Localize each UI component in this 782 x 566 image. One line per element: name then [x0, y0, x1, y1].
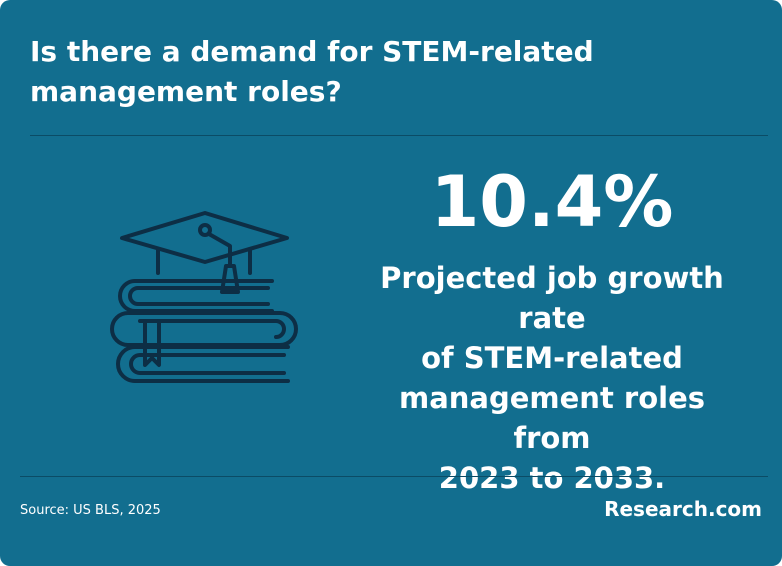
stat-description: Projected job growth rate of STEM-relate…: [362, 258, 742, 498]
description-line: 2023 to 2033.: [438, 461, 666, 495]
brand-logo: Research.com: [604, 497, 762, 521]
graduation-books-icon: [110, 211, 298, 383]
description-line: management roles from: [398, 381, 705, 455]
title: Is there a demand for STEM-related manag…: [30, 32, 594, 112]
description-line: Projected job growth rate: [380, 261, 724, 335]
description-line: of STEM-related: [421, 341, 683, 375]
title-line: management roles?: [30, 75, 342, 108]
title-line: Is there a demand for STEM-related: [30, 35, 594, 68]
source: Source: US BLS, 2025: [20, 503, 161, 518]
divider: [30, 135, 768, 136]
stat: 10.4% Projected job growth rate of STEM-…: [362, 160, 742, 498]
divider: [20, 476, 768, 477]
stat-value: 10.4%: [430, 161, 674, 243]
